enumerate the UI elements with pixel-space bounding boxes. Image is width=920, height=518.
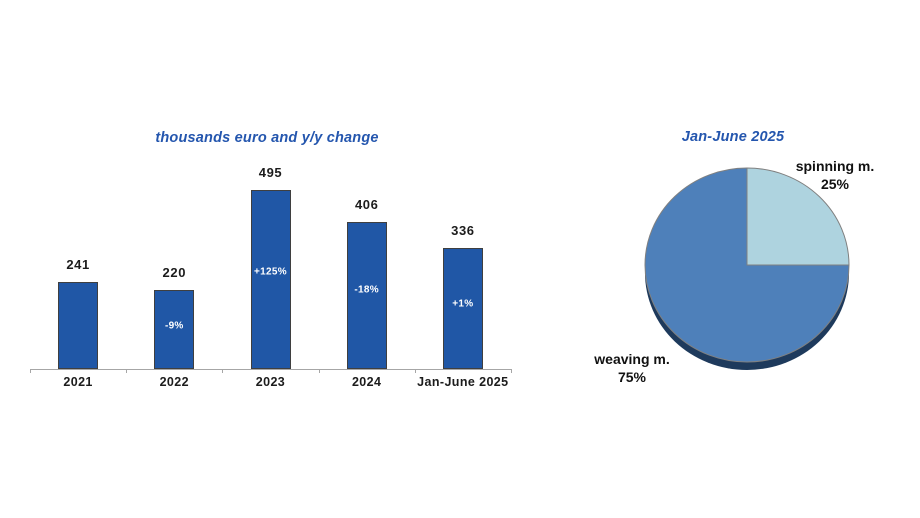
pie-label-spinning-name: spinning m. [795,158,875,174]
x-axis-tick [126,369,127,373]
bar-2024 [346,222,387,369]
pie-label-spinning: spinning m. 25% [775,157,895,193]
bar-2022 [154,290,195,369]
bar-2023 [250,190,291,369]
bar-value-label: 220 [162,265,187,280]
x-axis-tick [511,369,512,373]
x-axis-label: 2021 [63,375,93,389]
pie-slice-weaving-m- [644,167,850,363]
pie-label-weaving: weaving m. 75% [572,350,692,386]
pie-slice-spinning-m- [746,167,850,266]
bar-change-label: +1% [452,298,474,310]
bar-2021 [58,282,99,369]
bar-change-label: +125% [254,266,287,278]
bar-change-label: -18% [354,284,379,296]
bar-value-label: 241 [66,257,90,272]
pie-label-weaving-name: weaving m. [594,351,670,367]
x-axis-label: 2024 [351,375,382,389]
x-axis-labels: 2021 2022 2023 2024 Jan-June 2025 [30,375,511,389]
x-axis-tick [30,369,31,373]
x-axis-label: 2022 [159,375,189,389]
x-axis-label: Jan-June 2025 [417,375,509,389]
x-axis-label: 2023 [255,375,286,389]
x-axis-tick [222,369,223,373]
pie-graphic [644,167,850,370]
bar-value-label: 336 [451,223,475,238]
bar-plot-area: 241 220 -9% 495 +125% 406 -18% 336 +1% [30,148,512,373]
pie-label-weaving-pct: 75% [617,369,647,386]
bar-value-label: 406 [354,197,379,212]
bar-chart-title: thousands euro and y/y change [155,130,379,146]
bar-change-label: -9% [164,320,184,332]
x-axis-tick [319,369,320,373]
pie-label-spinning-pct: 25% [820,176,850,193]
x-axis-tick [415,369,416,373]
bar-value-label: 495 [258,165,283,180]
pie-chart-title: Jan-June 2025 [681,129,785,145]
bar-jan-june-2025 [442,248,483,369]
